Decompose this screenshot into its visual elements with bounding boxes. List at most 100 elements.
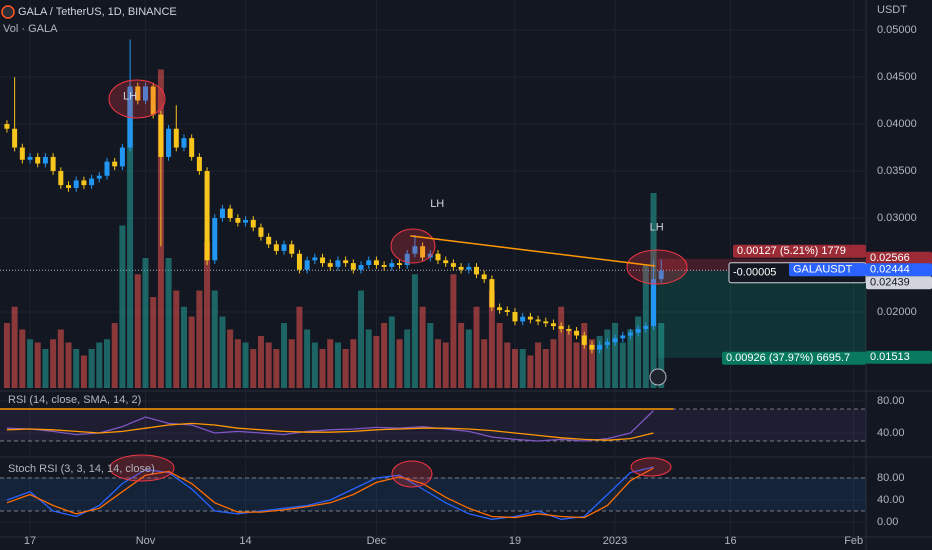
highlight-circle [109, 454, 175, 482]
candle-body [450, 263, 456, 267]
candle-body [243, 219, 249, 223]
candle-body [42, 156, 48, 164]
candle-body [597, 344, 603, 350]
candle-body [566, 328, 572, 331]
target-text: 0.00926 (37.97%) 6695.7 [726, 352, 850, 364]
last-price-symbol: GALAUSDT [793, 264, 853, 276]
volume-bar [242, 342, 249, 388]
alert-icon[interactable] [649, 368, 667, 386]
background-layer [0, 258, 866, 512]
candle-body [581, 335, 587, 345]
candle-body [204, 171, 210, 261]
last-price-label: 0.02444 [870, 264, 910, 276]
candle-body [327, 263, 333, 267]
y-tick-label: 0.02000 [877, 306, 917, 318]
candle-body [235, 218, 241, 223]
volume-bar [627, 329, 634, 388]
candle-body [397, 263, 403, 266]
candle-body [589, 344, 595, 350]
candle-body [543, 321, 549, 324]
stop-price-label: 0.02566 [870, 252, 910, 264]
volume-bar [381, 323, 388, 388]
volume-bar [27, 339, 34, 388]
candle-body [35, 156, 41, 164]
stop-text-box [733, 244, 866, 258]
candle-body [258, 227, 264, 237]
candle-body [89, 178, 95, 186]
mid-text: -0.00005 [733, 267, 776, 279]
volume-bar [234, 339, 241, 388]
volume-bar [211, 290, 218, 388]
candle-body [96, 175, 102, 179]
volume-bar [196, 290, 203, 388]
x-tick-label: 19 [509, 535, 521, 547]
volume-bar [519, 349, 526, 388]
volume-bar [319, 349, 326, 388]
candle-body [320, 257, 326, 264]
candle-body [4, 124, 10, 129]
y-tick-label: 0.03500 [877, 165, 917, 177]
y-axis-label: USDT [877, 4, 907, 16]
target-zone [657, 270, 866, 358]
candle-body [604, 342, 610, 345]
volume-bar [19, 329, 26, 388]
volume-bar [88, 349, 95, 388]
volume-bar [419, 306, 426, 388]
annotation-label: LH [650, 221, 664, 233]
volume-bar [127, 89, 134, 388]
volume-bar [265, 342, 272, 388]
highlight-circle [626, 249, 688, 285]
candle-body [358, 265, 364, 270]
candle-body [427, 253, 433, 258]
candle-body [366, 260, 372, 266]
candle-body [489, 279, 495, 308]
volume-bar [458, 323, 465, 388]
volume-bar [327, 339, 334, 388]
candle-body [266, 236, 272, 245]
candle-body [12, 128, 18, 148]
candle-body [343, 260, 349, 264]
volume-bar [3, 323, 10, 388]
volume-bar [219, 316, 226, 388]
volume-bar [558, 306, 565, 388]
candle-body [142, 86, 148, 101]
candle-body [212, 218, 218, 261]
volume-bar [296, 306, 303, 388]
volume-bar [550, 339, 557, 388]
candle-body [104, 161, 110, 176]
y-tick-label: 0.05000 [877, 24, 917, 36]
volume-bar [50, 339, 57, 388]
indicator-line [6, 422, 654, 441]
x-tick-label: Feb [844, 535, 863, 547]
volume-bar [588, 339, 595, 388]
highlight-circle [390, 228, 436, 264]
y-tick-label: 40.00 [877, 494, 905, 506]
x-tick-label: Dec [367, 535, 387, 547]
candle-body [420, 246, 426, 258]
candle-body [250, 219, 256, 228]
highlight-circle [630, 457, 672, 477]
chart-title: GALA / TetherUS, 1D, BINANCE [18, 6, 177, 18]
y-tick-label: 80.00 [877, 472, 905, 484]
candle-body [112, 161, 118, 167]
candle-body [535, 319, 541, 322]
candle-body [527, 316, 533, 320]
volume-bar [103, 339, 110, 388]
volume-bar [504, 342, 511, 388]
volume-bar [565, 329, 572, 388]
candle-body [635, 328, 641, 333]
volume-bar [119, 225, 126, 388]
y-tick-label: 80.00 [877, 395, 905, 407]
target-price-label: 0.01513 [870, 351, 910, 363]
volume-bar [604, 329, 611, 388]
volume-bar [581, 323, 588, 388]
candle-body [173, 128, 179, 148]
candle-body [504, 310, 510, 312]
candle-body [458, 266, 464, 270]
highlight-circle [108, 79, 166, 119]
candle-body [19, 147, 25, 160]
entry-price-label: 0.02439 [870, 277, 910, 289]
volume-bar [373, 336, 380, 388]
volume-bar [173, 290, 180, 388]
symbol-icon [1, 5, 15, 19]
